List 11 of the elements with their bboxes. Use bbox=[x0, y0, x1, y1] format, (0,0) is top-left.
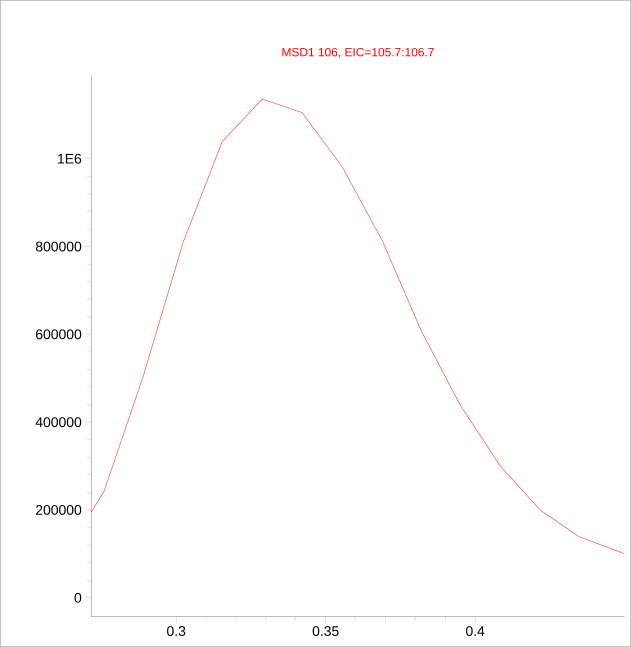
y-tick-label: 1E6 bbox=[58, 154, 82, 164]
y-tick-label: 400000 bbox=[36, 417, 82, 428]
line-series bbox=[91, 98, 625, 554]
x-tick-label: 0.4 bbox=[466, 626, 484, 636]
x-tick-label: 0.35 bbox=[312, 626, 339, 636]
y-tick-label: 0 bbox=[74, 592, 82, 603]
y-tick-label: 800000 bbox=[36, 242, 82, 252]
y-tick-label: 600000 bbox=[36, 329, 82, 340]
x-tick-label: 0.3 bbox=[167, 626, 186, 636]
y-tick-label: 200000 bbox=[36, 505, 82, 515]
chart-title: MSD1 106, EIC=105.7:106.7 bbox=[282, 48, 434, 58]
